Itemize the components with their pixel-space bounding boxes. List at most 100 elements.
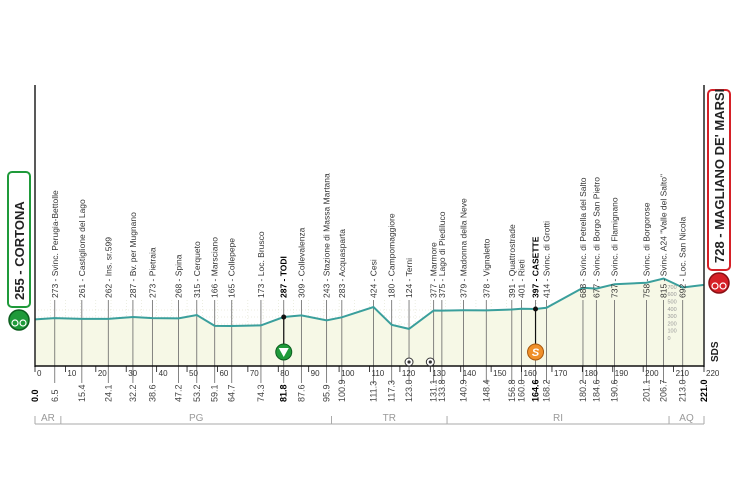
finish-label: 728 - MAGLIANO DE' MARSI — [712, 89, 727, 263]
waypoint-label: 375 - Lago di Piediluco — [437, 211, 447, 298]
feed-zone-icon-inner — [407, 360, 411, 364]
waypoint-label: 268 - Spina — [174, 254, 184, 298]
waypoint-label: 692 - Loc. San Nicola — [678, 216, 688, 298]
km-label: 47.2 — [174, 384, 184, 402]
start-badge: 255 - CORTONA — [7, 171, 31, 331]
waypoint-label: 283 - Acquasparta — [337, 229, 347, 298]
bike-icon — [708, 272, 730, 294]
x-tick-label: 130 — [432, 369, 446, 378]
km-label: 64.7 — [227, 384, 237, 402]
km-label: 95.9 — [322, 384, 332, 402]
x-tick-label: 120 — [402, 369, 416, 378]
bike-icon — [8, 309, 30, 331]
x-tick-label: 200 — [645, 369, 659, 378]
km-label: 123.0 — [404, 379, 414, 402]
km-label: 53.2 — [192, 384, 202, 402]
km-label: 131.1 — [429, 379, 439, 402]
km-label: 32.2 — [128, 384, 138, 402]
x-tick-label: 160 — [524, 369, 538, 378]
waypoint-label: 677 - Svinc. di Borgo San Pietro — [591, 177, 601, 298]
km-label: 0.0 — [30, 389, 40, 402]
altitude-tick-label: 400 — [668, 307, 677, 313]
x-tick-label: 150 — [493, 369, 507, 378]
finish-badge: 728 - MAGLIANO DE' MARSI — [707, 89, 731, 294]
km-label: 15.4 — [77, 384, 87, 402]
altitude-tick-label: 500 — [668, 300, 677, 306]
km-label: 221.0 — [699, 379, 709, 402]
region-label: TR — [383, 413, 396, 424]
x-tick-label: 180 — [584, 369, 598, 378]
waypoint-labels: 273 - Svinc. Perugia-Bettolle 261 - Casti… — [50, 173, 688, 298]
km-ticks: 0 10 20 30 40 50 60 70 80 90 100 110 120 130 140 150 160… — [34, 366, 720, 378]
x-tick-label: 210 — [676, 369, 690, 378]
waypoint-label: 688 - Svinc. di Petrella del Salto — [578, 177, 588, 298]
km-label: 180.2 — [578, 379, 588, 402]
x-tick-label: 40 — [159, 369, 168, 378]
waypoint-lines — [54, 300, 684, 383]
waypoint-dot — [533, 306, 539, 312]
km-label: 213.0 — [678, 379, 688, 402]
km-label: 168.2 — [541, 379, 551, 402]
waypoint-label: 273 - Pietraia — [147, 247, 157, 298]
km-label: 87.6 — [296, 384, 306, 402]
credit-label: SDS — [710, 341, 721, 362]
waypoint-label: 287 - Bv. per Mugnano — [128, 212, 138, 298]
km-label: 140.9 — [458, 379, 468, 402]
waypoint-label: 261 - Castiglione del Lago — [77, 199, 87, 298]
km-label: 59.1 — [210, 384, 220, 402]
icons: S — [275, 306, 545, 367]
x-tick-label: 70 — [250, 369, 259, 378]
region-label: AQ — [679, 413, 694, 424]
waypoint-label: 243 - Stazione di Massa Martana — [322, 173, 332, 298]
waypoint-label: 124 - Terni — [404, 258, 414, 298]
regions: AR PG TR RI AQ — [34, 413, 705, 425]
x-tick-label: 100 — [341, 369, 355, 378]
altitude-tick-label: 0 — [668, 336, 671, 342]
km-labels: 0.0 221.0 6.5 15.4 24.1 32.2 38.6 47.2 53.2 59.1 6… — [30, 379, 709, 402]
waypoint-label: 401 - Rieti — [517, 259, 527, 298]
waypoint-label: 424 - Cesi — [368, 259, 378, 298]
km-label: 184.6 — [591, 379, 601, 402]
region-label: RI — [553, 413, 563, 424]
waypoint-label: 379 - Madonna della Neve — [458, 198, 468, 298]
km-label: 206.7 — [659, 379, 669, 402]
x-tick-label: 30 — [128, 369, 137, 378]
km-label: 6.5 — [50, 389, 60, 402]
km-label: 148.4 — [481, 379, 491, 402]
x-tick-label: 20 — [98, 369, 107, 378]
waypoint-label: 273 - Svinc. Perugia-Bettolle — [50, 190, 60, 298]
km-label: 164.6 — [531, 379, 541, 402]
altitude-tick-label: 100 — [668, 329, 677, 335]
km-label: 156.8 — [507, 379, 517, 402]
waypoint-label: 262 - Ins. sr.599 — [103, 237, 113, 298]
x-tick-label: 170 — [554, 369, 568, 378]
km-label: 100.9 — [337, 379, 347, 402]
x-tick-label: 60 — [219, 369, 228, 378]
altitude-tick-label: 300 — [668, 314, 677, 320]
km-label: 38.6 — [147, 384, 157, 402]
waypoint-label: 309 - Collevalenza — [296, 227, 306, 298]
km-label: 74.3 — [256, 384, 266, 402]
km-label: 160.0 — [517, 379, 527, 402]
start-label: 255 - CORTONA — [12, 201, 27, 300]
waypoint-label: 287 - TODI — [279, 256, 289, 298]
km-label: 81.8 — [279, 384, 289, 402]
km-label: 201.1 — [642, 379, 652, 402]
altitude-tick-label: 600 — [668, 292, 677, 298]
x-tick-label: 80 — [280, 369, 289, 378]
profile-line — [34, 277, 705, 330]
km-label: 111.3 — [368, 381, 378, 402]
waypoint-label: 397 - CASETTE — [531, 236, 541, 298]
x-tick-label: 0 — [37, 369, 42, 378]
altitude-tick-label: 200 — [668, 321, 677, 327]
sprint-icon-letter: S — [532, 347, 540, 359]
triangle-icon — [278, 348, 289, 357]
km-label: 133.8 — [437, 379, 447, 402]
waypoint-label: 166 - Marsciano — [210, 237, 220, 298]
region-label: PG — [189, 413, 204, 424]
waypoint-label: 414 - Svinc. di Grotti — [541, 221, 551, 298]
x-tick-label: 110 — [372, 369, 385, 378]
waypoint-label: 391 - Quattrostrade — [507, 224, 517, 298]
